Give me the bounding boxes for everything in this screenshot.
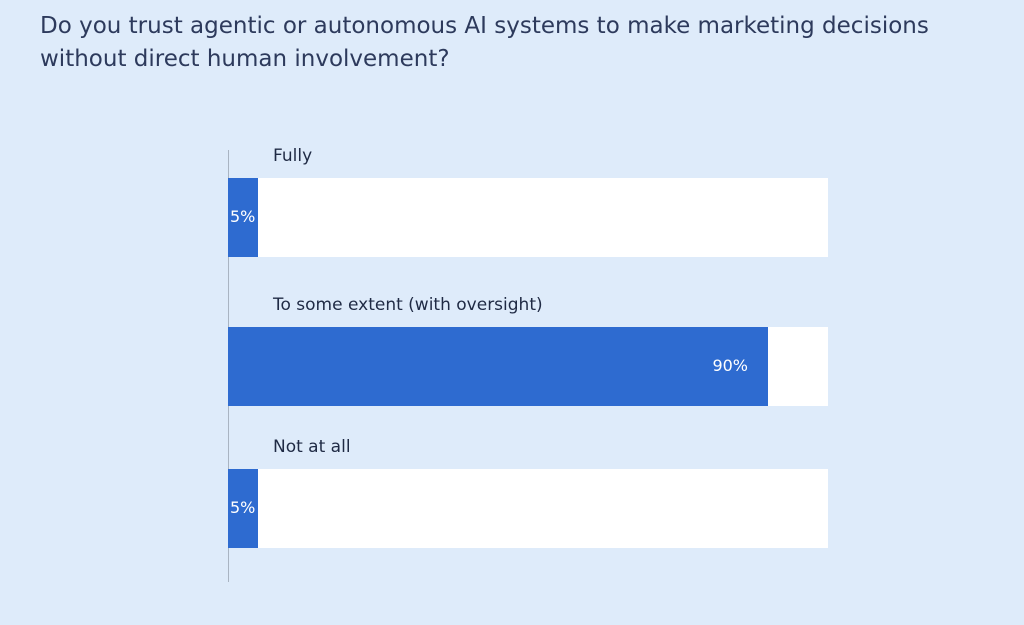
chart-title: Do you trust agentic or autonomous AI sy… [40, 13, 929, 72]
category-label: Fully [273, 146, 312, 166]
bar-track [228, 469, 828, 548]
category-label: To some extent (with oversight) [272, 295, 543, 315]
bar [228, 469, 258, 548]
bar [228, 327, 768, 406]
category-label: Not at all [273, 437, 351, 457]
value-label: 5% [230, 207, 255, 226]
bar [228, 178, 258, 257]
bar-track [228, 178, 828, 257]
value-label: 90% [712, 356, 748, 375]
value-label: 5% [230, 498, 255, 517]
